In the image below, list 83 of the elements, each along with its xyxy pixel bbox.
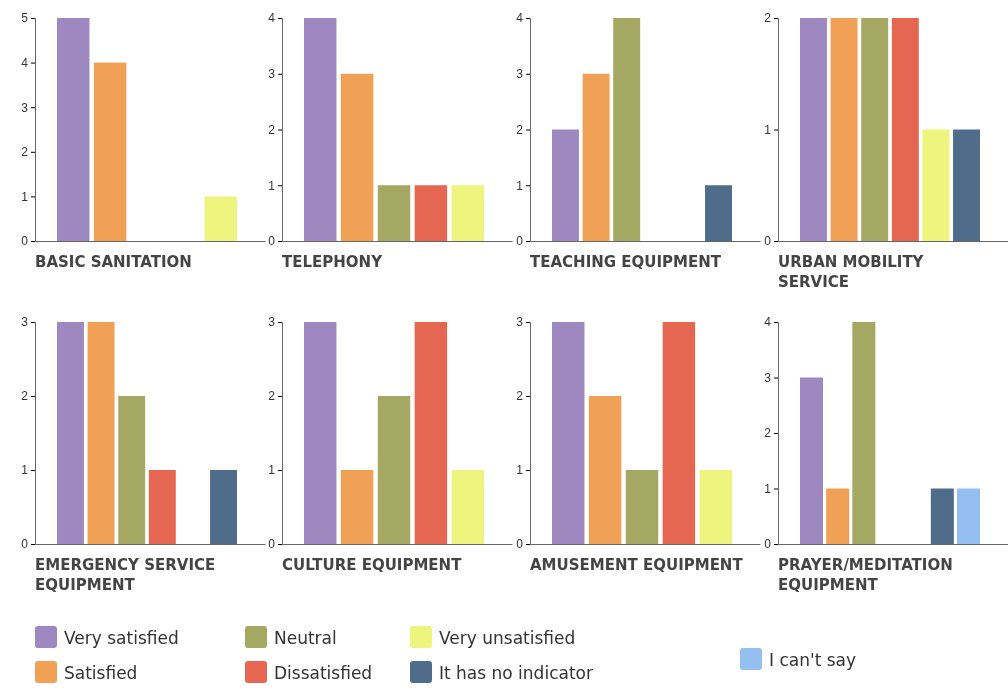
y-tick-label: 1 <box>764 122 772 137</box>
y-tick-label: 2 <box>21 389 29 404</box>
bar <box>304 322 337 544</box>
bar <box>588 396 622 544</box>
bar <box>340 470 374 544</box>
text: CULTURE EQUIPMENT <box>282 556 463 574</box>
legend-label: It has no indicator <box>439 663 593 683</box>
bar <box>451 470 484 544</box>
text: TELEPHONY <box>282 253 384 271</box>
y-tick-label: 2 <box>268 122 276 137</box>
bar <box>956 488 980 544</box>
y-tick-label: 0 <box>516 537 524 552</box>
y-tick-label: 1 <box>516 463 524 478</box>
legend-label: Neutral <box>274 628 337 648</box>
y-tick-label: 2 <box>764 426 772 441</box>
y-tick-label: 4 <box>516 11 524 26</box>
bar <box>57 322 84 544</box>
bar <box>377 185 411 241</box>
y-tick-label: 2 <box>516 389 524 404</box>
bar <box>93 62 127 241</box>
bar <box>625 470 659 544</box>
y-tick-label: 2 <box>764 11 772 26</box>
bar <box>204 196 237 241</box>
legend-label: Satisfied <box>64 663 138 683</box>
legend-label: I can't say <box>769 650 857 670</box>
legend-label: Very satisfied <box>64 628 179 648</box>
y-tick-label: 1 <box>21 463 29 478</box>
y-tick-label: 2 <box>268 389 276 404</box>
bar <box>414 322 448 544</box>
y-tick-label: 1 <box>21 189 29 204</box>
bar <box>118 396 146 544</box>
bar <box>930 488 954 544</box>
bar <box>699 470 732 544</box>
y-tick-label: 1 <box>268 463 276 478</box>
text: EMERGENCY SERVICE EQUIPMENT <box>35 556 216 594</box>
y-tick-label: 4 <box>764 315 772 330</box>
bar <box>87 322 115 544</box>
y-tick-label: 1 <box>268 178 276 193</box>
text: PRAYER/MEDITATION EQUIPMENT <box>778 556 953 594</box>
bar <box>613 18 641 241</box>
text: BASIC SANITATION <box>35 253 192 271</box>
y-tick-label: 1 <box>764 481 772 496</box>
bar <box>148 470 176 544</box>
text: TEACHING EQUIPMENT <box>530 253 722 271</box>
y-tick-label: 1 <box>516 178 524 193</box>
bar <box>662 322 696 544</box>
text: AMUSEMENT EQUIPMENT <box>530 556 744 574</box>
y-tick-label: 0 <box>516 234 524 249</box>
bar <box>414 185 448 241</box>
bar <box>800 377 824 544</box>
y-tick-label: 0 <box>268 537 276 552</box>
y-tick-label: 0 <box>21 234 29 249</box>
y-tick-label: 0 <box>764 234 772 249</box>
legend-label: Dissatisfied <box>274 663 373 683</box>
bar <box>582 73 610 241</box>
y-tick-label: 3 <box>268 315 276 330</box>
bar <box>552 322 585 544</box>
y-tick-label: 3 <box>21 315 29 330</box>
y-tick-label: 3 <box>516 315 524 330</box>
bar <box>57 18 90 241</box>
y-tick-label: 2 <box>516 122 524 137</box>
y-tick-label: 0 <box>268 234 276 249</box>
y-tick-label: 0 <box>764 537 772 552</box>
bar <box>451 185 484 241</box>
bar <box>304 18 337 241</box>
y-tick-label: 3 <box>516 67 524 82</box>
bar <box>210 470 237 544</box>
bar <box>826 488 850 544</box>
bar <box>852 322 876 544</box>
y-tick-label: 3 <box>268 67 276 82</box>
y-tick-label: 3 <box>764 370 772 385</box>
bar <box>377 396 411 544</box>
legend-label: Very unsatisfied <box>439 628 576 648</box>
y-tick-label: 3 <box>21 100 29 115</box>
y-tick-label: 2 <box>21 145 29 160</box>
y-tick-label: 5 <box>21 11 29 26</box>
bar <box>340 73 374 241</box>
y-tick-label: 0 <box>21 537 29 552</box>
y-tick-label: 4 <box>21 55 29 70</box>
text: URBAN MOBILITY SERVICE <box>778 253 925 291</box>
y-tick-label: 4 <box>268 11 276 26</box>
bar <box>552 129 579 241</box>
bar <box>705 185 732 241</box>
